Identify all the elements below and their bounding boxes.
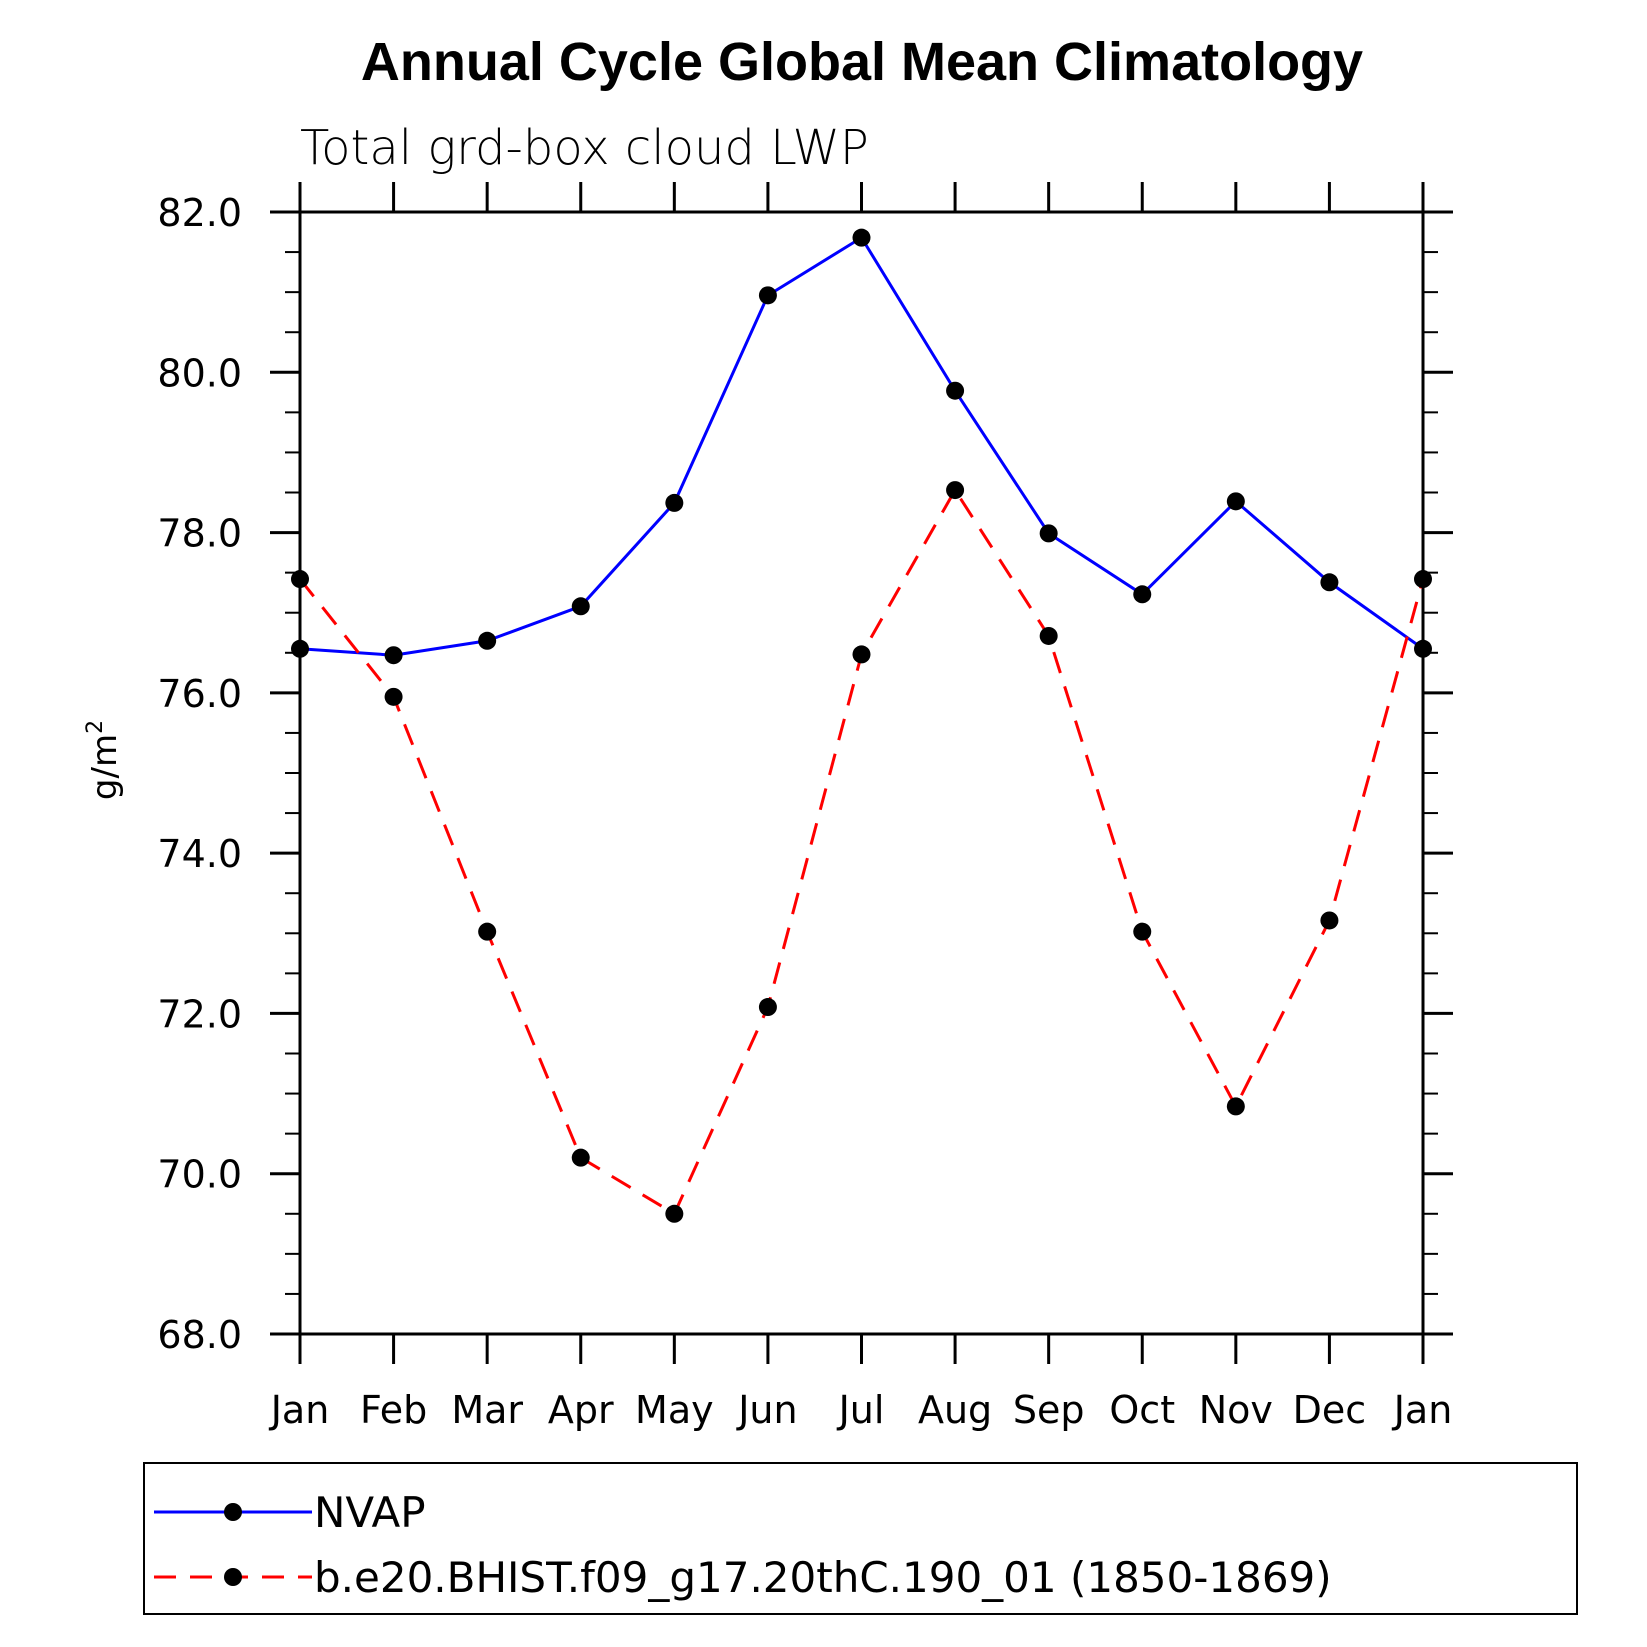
y-tick-label: 70.0 (157, 1153, 242, 1197)
series-1-point (1039, 626, 1058, 645)
series-0-point (852, 228, 871, 247)
x-tick-label: Dec (1293, 1388, 1367, 1432)
legend-label-0: NVAP (314, 1488, 426, 1537)
y-tick-label: 82.0 (157, 191, 242, 235)
series-1-point (758, 998, 777, 1017)
series-0-point (758, 286, 777, 305)
x-tick-label: Feb (360, 1388, 427, 1432)
y-tick-label: 74.0 (157, 832, 242, 876)
y-axis-label: g/m2 (83, 720, 125, 800)
chart-subtitle: Total grd-box cloud LWP (300, 120, 869, 176)
series-1-point (384, 687, 403, 706)
series-0-point (1320, 573, 1339, 592)
x-tick-label: Jul (837, 1388, 885, 1432)
x-tick-label: Jan (1392, 1388, 1453, 1432)
x-tick-label: Jan (269, 1388, 330, 1432)
series-0-point (384, 646, 403, 665)
series-1-point (852, 645, 871, 664)
plot-frame (298, 210, 1425, 1336)
series-0-point (291, 639, 309, 658)
series-0-point (571, 597, 590, 616)
x-tick-label: Sep (1013, 1388, 1085, 1432)
legend: NVAP b.e20.BHIST.f09_g17.20thC.190_01 (18… (143, 1462, 1578, 1615)
series-1-point (478, 922, 497, 941)
svg-text:g/m2: g/m2 (83, 720, 125, 800)
x-tick-label: Apr (548, 1388, 614, 1432)
series-1-point (1320, 911, 1339, 930)
series-1-point (571, 1148, 590, 1167)
y-tick-label: 72.0 (157, 992, 242, 1036)
series-line-1 (298, 487, 1425, 1216)
series-line-0 (299, 235, 1424, 657)
series-1-point (665, 1204, 684, 1223)
legend-marker-1 (224, 1568, 242, 1586)
legend-box (143, 1462, 1578, 1615)
series-1-point (946, 481, 965, 500)
y-tick-label: 76.0 (157, 672, 242, 716)
x-tick-label: May (635, 1388, 714, 1432)
series-0-point (1414, 639, 1432, 658)
x-tick-label: Aug (918, 1388, 992, 1432)
axis-tick-labels: Jan Feb Mar Apr May Jun Jul Aug Sep Oct Nov Dec Jan 6… (157, 191, 1452, 1432)
series-0-point (1039, 524, 1058, 543)
series-0-point (1133, 585, 1152, 604)
series-0-point (1226, 492, 1245, 511)
x-tick-label: Nov (1199, 1388, 1273, 1432)
legend-marker-0 (224, 1503, 242, 1521)
series-1-point (291, 570, 309, 589)
series-0-point (665, 493, 684, 512)
series-1-point (1414, 570, 1432, 589)
series-0-point (946, 381, 965, 400)
y-tick-label: 78.0 (157, 512, 242, 556)
y-axis-label-superscript: 2 (83, 720, 108, 734)
series-0-point (478, 631, 497, 650)
series-1-point (1133, 922, 1152, 941)
chart-title: Annual Cycle Global Mean Climatology (361, 32, 1363, 92)
series-layer (291, 228, 1432, 1223)
y-tick-label: 80.0 (157, 351, 242, 395)
axis-ticks (270, 182, 1453, 1364)
series-1-point (1226, 1097, 1245, 1116)
y-axis-label-text: g/m (85, 734, 125, 800)
x-tick-label: Mar (451, 1388, 523, 1432)
x-tick-label: Oct (1109, 1388, 1175, 1432)
y-tick-label: 68.0 (157, 1313, 242, 1357)
legend-label-1: b.e20.BHIST.f09_g17.20thC.190_01 (1850-1… (314, 1553, 1332, 1602)
x-tick-label: Jun (736, 1388, 797, 1432)
